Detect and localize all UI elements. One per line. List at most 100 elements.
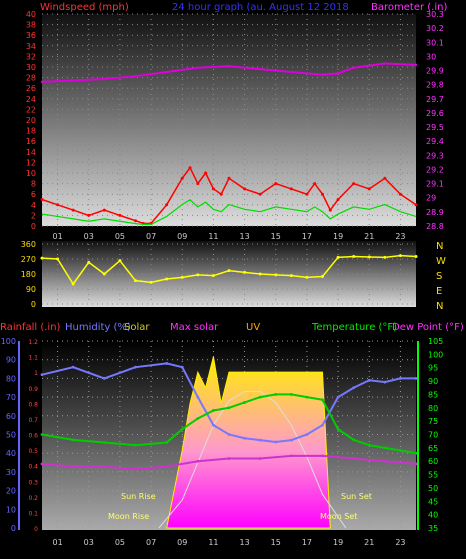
windspeed-tick-label: 26 (26, 84, 36, 93)
wind-direction-point (414, 255, 418, 258)
dewpoint-point (165, 465, 169, 468)
hour-tick-label: 07 (146, 538, 156, 547)
direction-tick-label: 270 (21, 255, 36, 264)
humidity-point (305, 433, 309, 436)
windspeed-tick-label: 2 (31, 211, 36, 220)
rainfall-tick-label: 1.2 (28, 339, 38, 346)
windspeed-tick-label: 24 (26, 95, 36, 104)
compass-label: N (436, 241, 443, 252)
wind-direction-point (258, 272, 262, 276)
compass-label: S (436, 271, 442, 282)
windspeed-axis-title: Windspeed (mph) (40, 2, 129, 13)
dewpoint-point (352, 457, 356, 460)
barometer-point (134, 74, 137, 78)
rainfall-tick-label: 0 (34, 526, 38, 533)
rainfall-tick-label: 0.8 (28, 401, 38, 408)
windspeed-tick-label: 32 (26, 52, 36, 61)
windspeed-tick-label: 16 (26, 137, 36, 146)
windspeed-point (211, 187, 215, 191)
temperature-tick-label: 60 (428, 457, 438, 466)
hour-tick-label: 03 (84, 232, 94, 241)
hour-tick-label: 09 (177, 538, 187, 547)
wind-direction-point (211, 274, 215, 278)
wind-direction-point (40, 256, 44, 260)
barometer-tick-label: 29.6 (426, 109, 444, 118)
wind-direction-point (274, 273, 278, 277)
wind-x-axis-ticks: 01 03 05 07 09 11 13 15 17 19 21 23 (52, 232, 405, 241)
temperature-point (352, 438, 356, 442)
legend-solar: Solar (124, 322, 150, 333)
barometer-point (40, 80, 44, 84)
wind-direction-point (383, 255, 387, 259)
dewpoint-point (40, 462, 44, 466)
barometer-point (383, 62, 387, 65)
barometer-tick-label: 30.2 (426, 24, 444, 33)
windspeed-tick-label: 22 (26, 105, 36, 114)
hour-tick-label: 07 (146, 232, 156, 241)
windspeed-tick-label: 36 (26, 31, 36, 40)
humidity-tick-label: 20 (6, 487, 16, 496)
direction-panel-bg (42, 241, 416, 307)
hour-tick-label: 15 (271, 538, 281, 547)
temperature-point (134, 443, 137, 447)
barometer-point (321, 73, 324, 76)
hour-tick-label: 21 (364, 232, 374, 241)
temperature-tick-label: 100 (428, 350, 443, 359)
barometer-point (196, 66, 200, 69)
windspeed-point (71, 208, 75, 212)
temperature-point (414, 451, 418, 455)
legend-temperature: Temperature (°F) (311, 322, 397, 333)
humidity-point (165, 362, 169, 365)
dewpoint-point (383, 459, 387, 463)
humidity-point (399, 377, 402, 380)
humidity-tick-label: 50 (6, 431, 16, 440)
hour-tick-label: 13 (239, 538, 249, 547)
barometer-tick-label: 30 (426, 52, 436, 61)
hour-tick-label: 05 (115, 232, 125, 241)
humidity-axis-ticks: 0 10 20 30 40 50 60 70 80 90 100 (1, 337, 16, 533)
humidity-tick-label: 10 (6, 505, 16, 514)
hour-tick-label: 21 (364, 538, 374, 547)
direction-series (40, 254, 418, 286)
barometer-tick-label: 29.4 (426, 137, 444, 146)
wind-direction-point (336, 255, 340, 259)
barometer-point (414, 63, 418, 67)
direction-tick-label: 180 (21, 270, 36, 279)
temperature-point (274, 393, 278, 396)
hour-tick-label: 15 (271, 232, 281, 241)
temperature-point (71, 438, 75, 442)
temperature-tick-label: 90 (428, 377, 438, 386)
windspeed-average-line (41, 199, 417, 226)
dewpoint-point (289, 454, 293, 458)
temperature-point (321, 398, 324, 402)
wind-direction-point (102, 272, 106, 276)
temperature-tick-label: 95 (428, 364, 438, 373)
graph-title: 24 hour graph (au. August 12 2018 (172, 2, 349, 13)
windspeed-point (87, 213, 91, 217)
windspeed-point (219, 192, 223, 196)
wind-direction-point (180, 275, 184, 279)
windspeed-point (383, 176, 387, 180)
wind-direction-point (149, 280, 153, 284)
moon-rise-label: Moon Rise (108, 512, 149, 521)
windspeed-tick-label: 4 (31, 201, 36, 210)
humidity-tick-label: 90 (6, 356, 16, 365)
hour-tick-label: 23 (395, 232, 405, 241)
barometer-tick-label: 28.9 (426, 208, 444, 217)
rainfall-tick-label: 0.4 (28, 464, 38, 471)
windspeed-point (398, 192, 402, 196)
temperature-tick-label: 105 (428, 337, 443, 346)
humidity-point (71, 365, 75, 369)
direction-tick-label: 90 (26, 285, 36, 294)
barometer-tick-label: 29.3 (426, 151, 444, 160)
windspeed-tick-label: 12 (26, 158, 36, 167)
windspeed-point (204, 171, 208, 175)
wind-direction-point (71, 282, 75, 286)
compass-label: N (436, 301, 443, 312)
humidity-point (289, 438, 293, 442)
windspeed-tick-label: 40 (26, 10, 36, 19)
wind-direction-point (352, 255, 356, 258)
direction-axis-ticks: 0 90 180 270 360 (21, 240, 36, 309)
